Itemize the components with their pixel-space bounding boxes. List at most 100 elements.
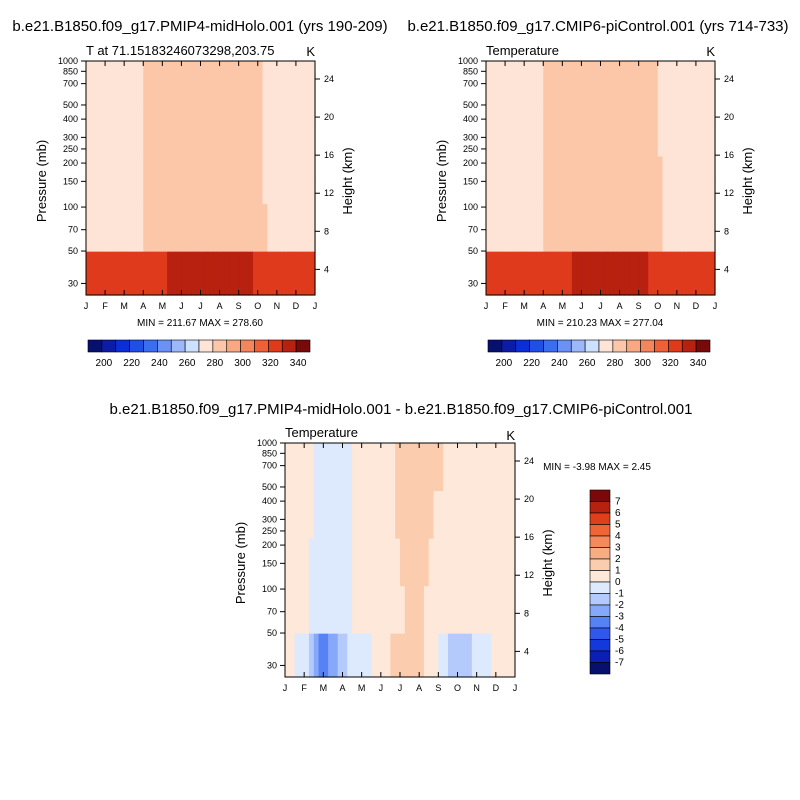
heatmap-cell	[490, 108, 497, 157]
heatmap-cell	[119, 108, 125, 157]
heatmap-cell	[286, 61, 292, 110]
heatmap-cell	[691, 156, 697, 205]
heatmap-cell	[509, 61, 516, 110]
heatmap-cell	[533, 108, 540, 157]
heatmap-cell	[576, 156, 583, 205]
heatmap-cell	[243, 156, 249, 205]
heatmap-cell	[676, 61, 683, 110]
heatmap-cell	[233, 239, 240, 296]
heatmap-cell	[600, 203, 606, 252]
x-tick-label: J	[84, 301, 89, 311]
heatmap-cell	[500, 156, 506, 205]
heatmap-cell	[400, 621, 406, 678]
y2-tick-label: 20	[324, 112, 334, 122]
heatmap-cell	[457, 621, 463, 678]
colorbar-swatch	[543, 339, 558, 353]
heatmap-cell	[614, 203, 621, 252]
heatmap-cell	[662, 108, 668, 157]
heatmap-cell	[124, 239, 130, 296]
heatmap-cell	[691, 203, 697, 252]
heatmap-cell	[86, 239, 92, 296]
heatmap-cell	[95, 61, 101, 110]
heatmap-cell	[310, 203, 316, 252]
heatmap-cell	[433, 621, 439, 678]
colorbar-swatch	[115, 339, 130, 353]
heatmap-cell	[90, 108, 97, 157]
heatmap-cell	[500, 108, 506, 157]
heatmap-cell	[595, 156, 602, 205]
x-tick-label: S	[636, 301, 642, 311]
heatmap-cell	[490, 203, 497, 252]
heatmap-cell	[310, 239, 316, 296]
heatmap-cell	[562, 156, 568, 205]
heatmap-cell	[205, 203, 211, 252]
heatmap-cell	[219, 156, 225, 205]
heatmap-cell	[638, 203, 645, 252]
y-tick-label: 50	[68, 246, 78, 256]
y2-tick-label: 24	[324, 74, 334, 84]
heatmap-cell	[495, 621, 502, 678]
heatmap-cell	[667, 239, 673, 296]
y-tick-label: 30	[468, 278, 478, 288]
heatmap-cell	[595, 203, 602, 252]
heatmap-cell	[528, 239, 535, 296]
colorbar-swatch	[226, 339, 241, 353]
heatmap-cell	[667, 203, 673, 252]
heatmap-cell	[257, 108, 264, 157]
heatmap-cell	[514, 108, 520, 157]
heatmap-cell	[299, 621, 305, 678]
heatmap-cell	[624, 203, 630, 252]
heatmap-cell	[233, 203, 240, 252]
x-tick-label: F	[502, 301, 508, 311]
heatmap-cell	[490, 239, 497, 296]
heatmap-cell	[181, 239, 187, 296]
heatmap-cell	[229, 108, 235, 157]
heatmap-cell	[567, 239, 573, 296]
heatmap-cell	[318, 621, 324, 678]
colorbar-label: 320	[262, 358, 279, 369]
heatmap-cell	[100, 61, 106, 110]
heatmap-cell	[610, 239, 616, 296]
colorbar-label: 300	[634, 358, 651, 369]
heatmap-cell	[267, 61, 273, 110]
colorbar-label: 200	[496, 358, 513, 369]
heatmap-cell	[300, 203, 307, 252]
heatmap-cell	[195, 108, 202, 157]
heatmap-cell	[519, 61, 525, 110]
heatmap-cell	[105, 156, 111, 205]
heatmap-cell	[524, 61, 530, 110]
heatmap-cell	[224, 203, 230, 252]
heatmap-cell	[557, 61, 563, 110]
heatmap-cell	[86, 156, 92, 205]
heatmap-cell	[229, 156, 235, 205]
heatmap-cell	[200, 108, 206, 157]
heatmap-cell	[214, 239, 221, 296]
heatmap-cell	[571, 239, 578, 296]
heatmap-cell	[562, 108, 568, 157]
heatmap-cell	[686, 239, 692, 296]
heatmap-cell	[248, 61, 254, 110]
y2-tick-label: 16	[324, 150, 334, 160]
heatmap-cell	[300, 61, 307, 110]
y-tick-label: 850	[463, 66, 478, 76]
heatmap-cell	[509, 239, 516, 296]
heatmap-cell	[248, 108, 254, 157]
heatmap-cell	[505, 239, 511, 296]
heatmap-cell	[571, 108, 578, 157]
heatmap-cell	[243, 203, 249, 252]
heatmap-cell	[509, 203, 516, 252]
heatmap-cell	[248, 156, 254, 205]
heatmap-cell	[276, 203, 283, 252]
heatmap-cell	[557, 108, 563, 157]
heatmap-cell	[533, 61, 540, 110]
heatmap-cell	[162, 239, 168, 296]
heatmap-cell	[662, 203, 668, 252]
heatmap-cell	[629, 108, 635, 157]
heatmap-cell	[114, 203, 120, 252]
heatmap-cell	[624, 61, 630, 110]
heatmap-cell	[361, 621, 368, 678]
heatmap-cell	[581, 61, 587, 110]
heatmap-cell	[152, 203, 159, 252]
heatmap-cell	[300, 239, 307, 296]
colorbar-label: 340	[690, 358, 707, 369]
